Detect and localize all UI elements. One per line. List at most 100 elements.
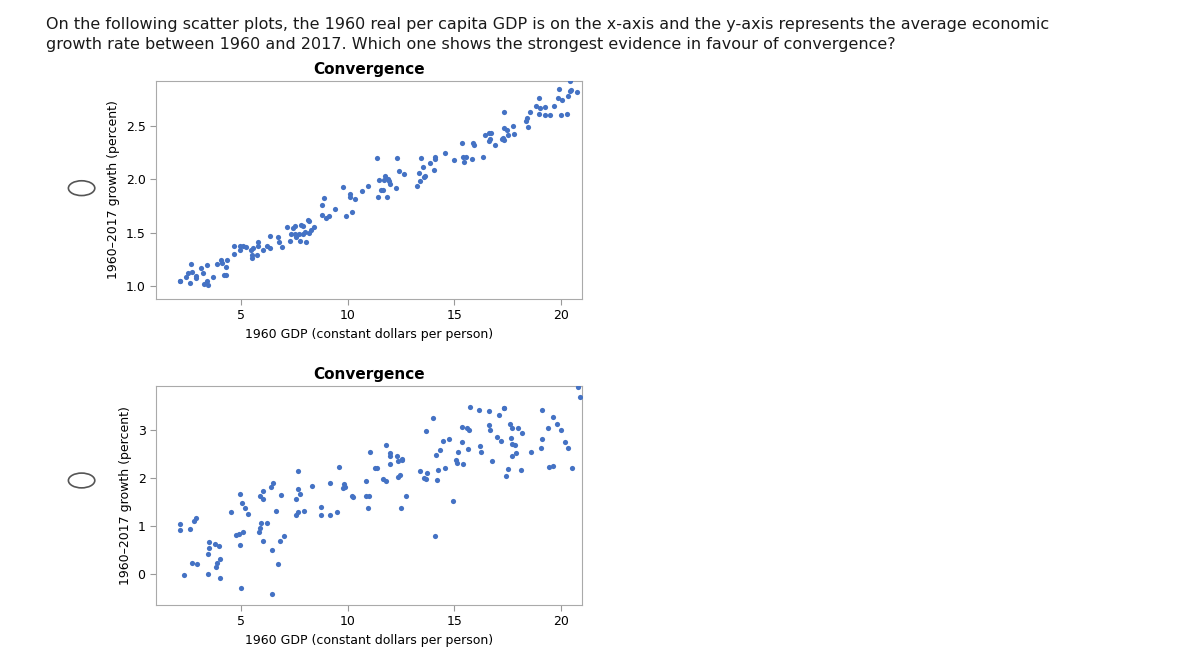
- Point: [497, 470, 516, 481]
- Point: [454, 458, 473, 469]
- Point: [358, 503, 377, 513]
- Point: [503, 121, 522, 132]
- Point: [180, 278, 199, 288]
- Point: [294, 220, 313, 231]
- Point: [511, 464, 530, 475]
- Point: [346, 194, 365, 205]
- Point: [487, 431, 506, 442]
- Point: [182, 557, 202, 568]
- Point: [342, 207, 361, 218]
- Point: [230, 245, 250, 255]
- Point: [199, 569, 218, 579]
- Point: [455, 157, 474, 167]
- Point: [368, 192, 388, 202]
- Point: [380, 448, 400, 459]
- Point: [454, 152, 473, 163]
- Point: [452, 422, 472, 433]
- Point: [178, 267, 197, 278]
- Point: [527, 101, 546, 112]
- Point: [522, 446, 541, 457]
- Point: [492, 435, 511, 446]
- Point: [253, 486, 272, 497]
- Point: [170, 518, 190, 529]
- Point: [248, 241, 268, 251]
- Point: [216, 262, 235, 273]
- Point: [378, 192, 397, 202]
- Point: [258, 241, 277, 251]
- Point: [502, 433, 521, 444]
- Point: [286, 510, 305, 521]
- Point: [337, 210, 356, 221]
- Point: [320, 510, 340, 521]
- Point: [452, 437, 472, 448]
- Point: [234, 526, 253, 537]
- Point: [390, 470, 409, 481]
- Point: [253, 245, 272, 255]
- Point: [386, 183, 406, 194]
- Point: [480, 128, 499, 138]
- Point: [170, 524, 190, 535]
- Point: [281, 229, 300, 240]
- Point: [235, 503, 254, 513]
- Point: [341, 192, 360, 202]
- Point: [392, 455, 412, 466]
- Point: [185, 516, 204, 527]
- Point: [463, 153, 482, 164]
- Point: [397, 491, 416, 501]
- Point: [562, 365, 581, 376]
- Point: [205, 539, 224, 550]
- Point: [174, 569, 193, 580]
- Point: [378, 174, 397, 185]
- Point: [191, 263, 210, 274]
- Point: [377, 475, 396, 486]
- Point: [367, 462, 386, 473]
- Point: [445, 155, 464, 165]
- Point: [559, 350, 578, 361]
- Point: [427, 474, 446, 485]
- Point: [186, 273, 205, 284]
- Point: [269, 232, 288, 243]
- Point: [199, 542, 218, 553]
- Point: [544, 461, 563, 472]
- Point: [414, 171, 433, 182]
- Point: [414, 161, 433, 172]
- Point: [552, 95, 571, 106]
- Point: [266, 505, 286, 516]
- Point: [439, 433, 458, 444]
- Point: [377, 440, 396, 451]
- Point: [216, 269, 235, 280]
- Point: [533, 433, 552, 444]
- Y-axis label: 1960–2017 growth (percent): 1960–2017 growth (percent): [119, 406, 132, 585]
- Point: [521, 107, 540, 118]
- Point: [472, 446, 491, 457]
- Point: [233, 497, 252, 508]
- Point: [436, 463, 455, 474]
- Point: [428, 464, 448, 475]
- Point: [290, 235, 310, 246]
- Point: [503, 450, 522, 461]
- Point: [343, 491, 362, 501]
- Point: [556, 437, 575, 448]
- Point: [512, 427, 532, 438]
- Point: [506, 448, 526, 458]
- Point: [516, 116, 535, 127]
- Point: [504, 129, 523, 140]
- Point: [494, 134, 514, 145]
- Point: [480, 425, 499, 435]
- Point: [241, 245, 260, 255]
- Point: [388, 153, 407, 164]
- Point: [208, 259, 227, 269]
- Point: [275, 530, 294, 541]
- Point: [560, 75, 580, 86]
- Point: [461, 402, 480, 413]
- Point: [336, 481, 355, 492]
- Point: [359, 181, 378, 192]
- Point: [270, 536, 289, 547]
- Point: [492, 134, 511, 144]
- Point: [360, 490, 379, 501]
- Point: [199, 280, 218, 290]
- Point: [335, 478, 354, 489]
- Point: [269, 559, 288, 570]
- Point: [316, 213, 335, 224]
- Point: [503, 439, 522, 450]
